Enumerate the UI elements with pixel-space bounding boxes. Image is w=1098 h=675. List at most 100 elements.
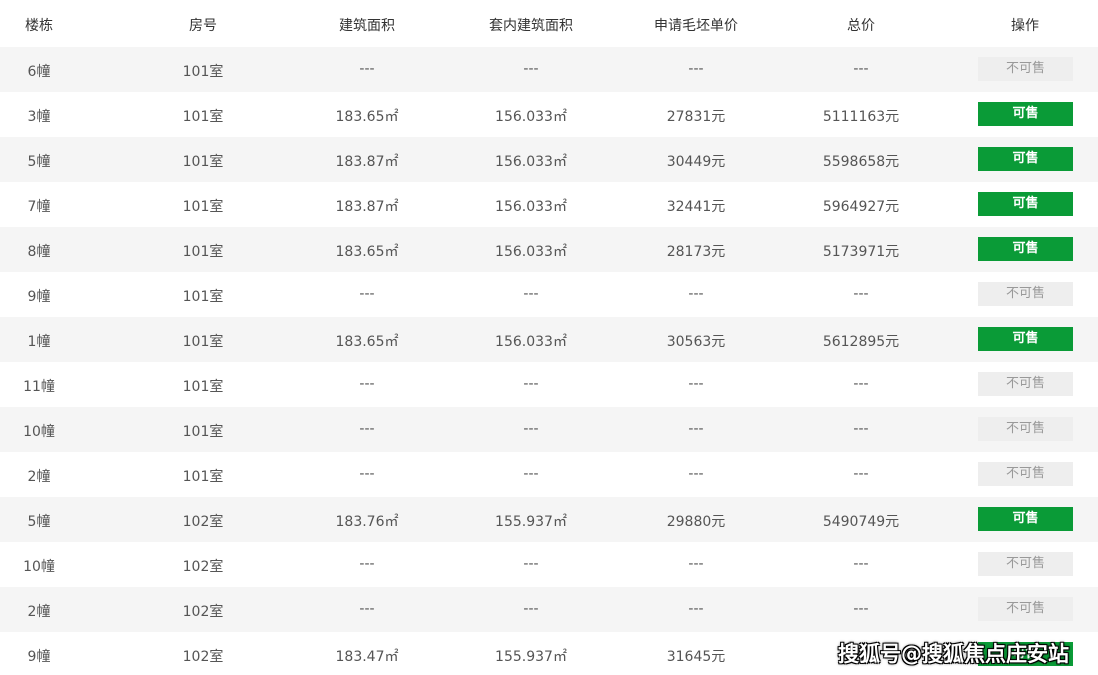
table-cell: 29880元 (666, 514, 726, 530)
table-row: 1幢 101室 183.65㎡ 156.033㎡ 30563元 5612895元 可售 (0, 317, 1098, 362)
table-cell: 101室 (182, 379, 224, 395)
status-button: 不可售 (978, 57, 1073, 81)
table-cell: --- (688, 421, 704, 437)
table-cell: 5612895元 (822, 334, 900, 350)
table-cell: 2幢 (27, 469, 51, 485)
table-row: 3幢 101室 183.65㎡ 156.033㎡ 27831元 5111163元 可售 (0, 92, 1098, 137)
watermark: 搜狐号@搜狐焦点庄安站 (838, 642, 1069, 666)
table-cell: --- (523, 61, 539, 77)
table-row: 6幢 101室 --- --- --- --- 不可售 (0, 47, 1098, 92)
table-row: 2幢 102室 --- --- --- --- 不可售 (0, 587, 1098, 632)
table-cell: 3幢 (27, 109, 51, 125)
table-cell: 156.033㎡ (495, 109, 567, 125)
table-cell: 101室 (182, 289, 224, 305)
table-cell: 156.033㎡ (495, 154, 567, 170)
header-cell: 建筑面积 (339, 18, 395, 34)
status-button[interactable]: 可售 (978, 507, 1073, 531)
table-cell: 30449元 (666, 154, 726, 170)
table-cell: 102室 (182, 514, 224, 530)
table-cell: --- (853, 601, 869, 617)
table-cell: 102室 (182, 649, 224, 665)
table-cell: --- (688, 601, 704, 617)
table-cell: --- (688, 61, 704, 77)
table-cell: 5173971元 (822, 244, 900, 260)
status-button[interactable]: 可售 (978, 237, 1073, 261)
table-cell: --- (359, 286, 375, 302)
status-button: 不可售 (978, 462, 1073, 486)
table-cell: 156.033㎡ (495, 334, 567, 350)
table-cell: --- (359, 421, 375, 437)
table-cell: 102室 (182, 604, 224, 620)
table-row: 10幢 102室 --- --- --- --- 不可售 (0, 542, 1098, 587)
table-row: 8幢 101室 183.65㎡ 156.033㎡ 28173元 5173971元 可售 (0, 227, 1098, 272)
table-cell: --- (853, 286, 869, 302)
table-cell: --- (359, 556, 375, 572)
table-cell: 1幢 (27, 334, 51, 350)
table-cell: --- (523, 376, 539, 392)
table-cell: --- (359, 61, 375, 77)
table-row: 5幢 102室 183.76㎡ 155.937㎡ 29880元 5490749元 可售 (0, 497, 1098, 542)
status-button[interactable]: 可售 (978, 102, 1073, 126)
table-cell: 101室 (182, 64, 224, 80)
table-cell: 9幢 (27, 649, 51, 665)
table-cell: 183.87㎡ (335, 154, 399, 170)
header-cell: 总价 (847, 18, 875, 34)
table-row: 11幢 101室 --- --- --- --- 不可售 (0, 362, 1098, 407)
table-cell: 7幢 (27, 199, 51, 215)
table-cell: 28173元 (666, 244, 726, 260)
table-cell: 31645元 (666, 649, 726, 665)
status-button[interactable]: 可售 (978, 642, 1073, 666)
table-cell: 183.87㎡ (335, 199, 399, 215)
table-row: 7幢 101室 183.87㎡ 156.033㎡ 32441元 5964927元 可售 (0, 182, 1098, 227)
table-cell: --- (523, 556, 539, 572)
table-cell: 5490749元 (822, 514, 900, 530)
table-row: 9幢 101室 --- --- --- --- 不可售 (0, 272, 1098, 317)
header-cell: 申请毛坯单价 (654, 18, 738, 34)
table-cell: --- (359, 376, 375, 392)
table-cell: 56 (852, 646, 870, 662)
header-cell: 楼栋 (25, 18, 53, 34)
header-cell: 套内建筑面积 (489, 18, 573, 34)
table-cell: 183.47㎡ (335, 649, 399, 665)
table-cell: 6幢 (27, 64, 51, 80)
table-cell: 27831元 (666, 109, 726, 125)
table-cell: 5111163元 (822, 109, 900, 125)
table-cell: 101室 (182, 199, 224, 215)
table-cell: 101室 (182, 334, 224, 350)
status-button[interactable]: 可售 (978, 327, 1073, 351)
table-cell: 8幢 (27, 244, 51, 260)
table-cell: 183.65㎡ (335, 109, 399, 125)
table-cell: 10幢 (23, 559, 55, 575)
table-cell: 101室 (182, 469, 224, 485)
table-cell: 101室 (182, 244, 224, 260)
table-cell: 5幢 (27, 154, 51, 170)
status-button: 不可售 (978, 282, 1073, 306)
table-cell: 183.76㎡ (335, 514, 399, 530)
table-cell: --- (523, 466, 539, 482)
table-cell: 5598658元 (822, 154, 900, 170)
table-cell: --- (359, 601, 375, 617)
table-cell: 156.033㎡ (495, 244, 567, 260)
table-cell: 5幢 (27, 514, 51, 530)
table-cell: 155.937㎡ (495, 514, 567, 530)
table-row: 2幢 101室 --- --- --- --- 不可售 (0, 452, 1098, 497)
status-button: 不可售 (978, 417, 1073, 441)
table-cell: --- (359, 466, 375, 482)
status-button[interactable]: 可售 (978, 192, 1073, 216)
table-cell: 183.65㎡ (335, 334, 399, 350)
table-cell: 101室 (182, 154, 224, 170)
table-cell: --- (853, 421, 869, 437)
table-cell: 155.937㎡ (495, 649, 567, 665)
status-button[interactable]: 可售 (978, 147, 1073, 171)
status-button: 不可售 (978, 597, 1073, 621)
table-cell: 101室 (182, 109, 224, 125)
table-cell: --- (688, 466, 704, 482)
table-cell: 9幢 (27, 289, 51, 305)
table-cell: --- (853, 466, 869, 482)
table-cell: 183.65㎡ (335, 244, 399, 260)
table-cell: --- (688, 286, 704, 302)
table-cell: --- (688, 556, 704, 572)
table-row: 10幢 101室 --- --- --- --- 不可售 (0, 407, 1098, 452)
table-cell: --- (688, 376, 704, 392)
